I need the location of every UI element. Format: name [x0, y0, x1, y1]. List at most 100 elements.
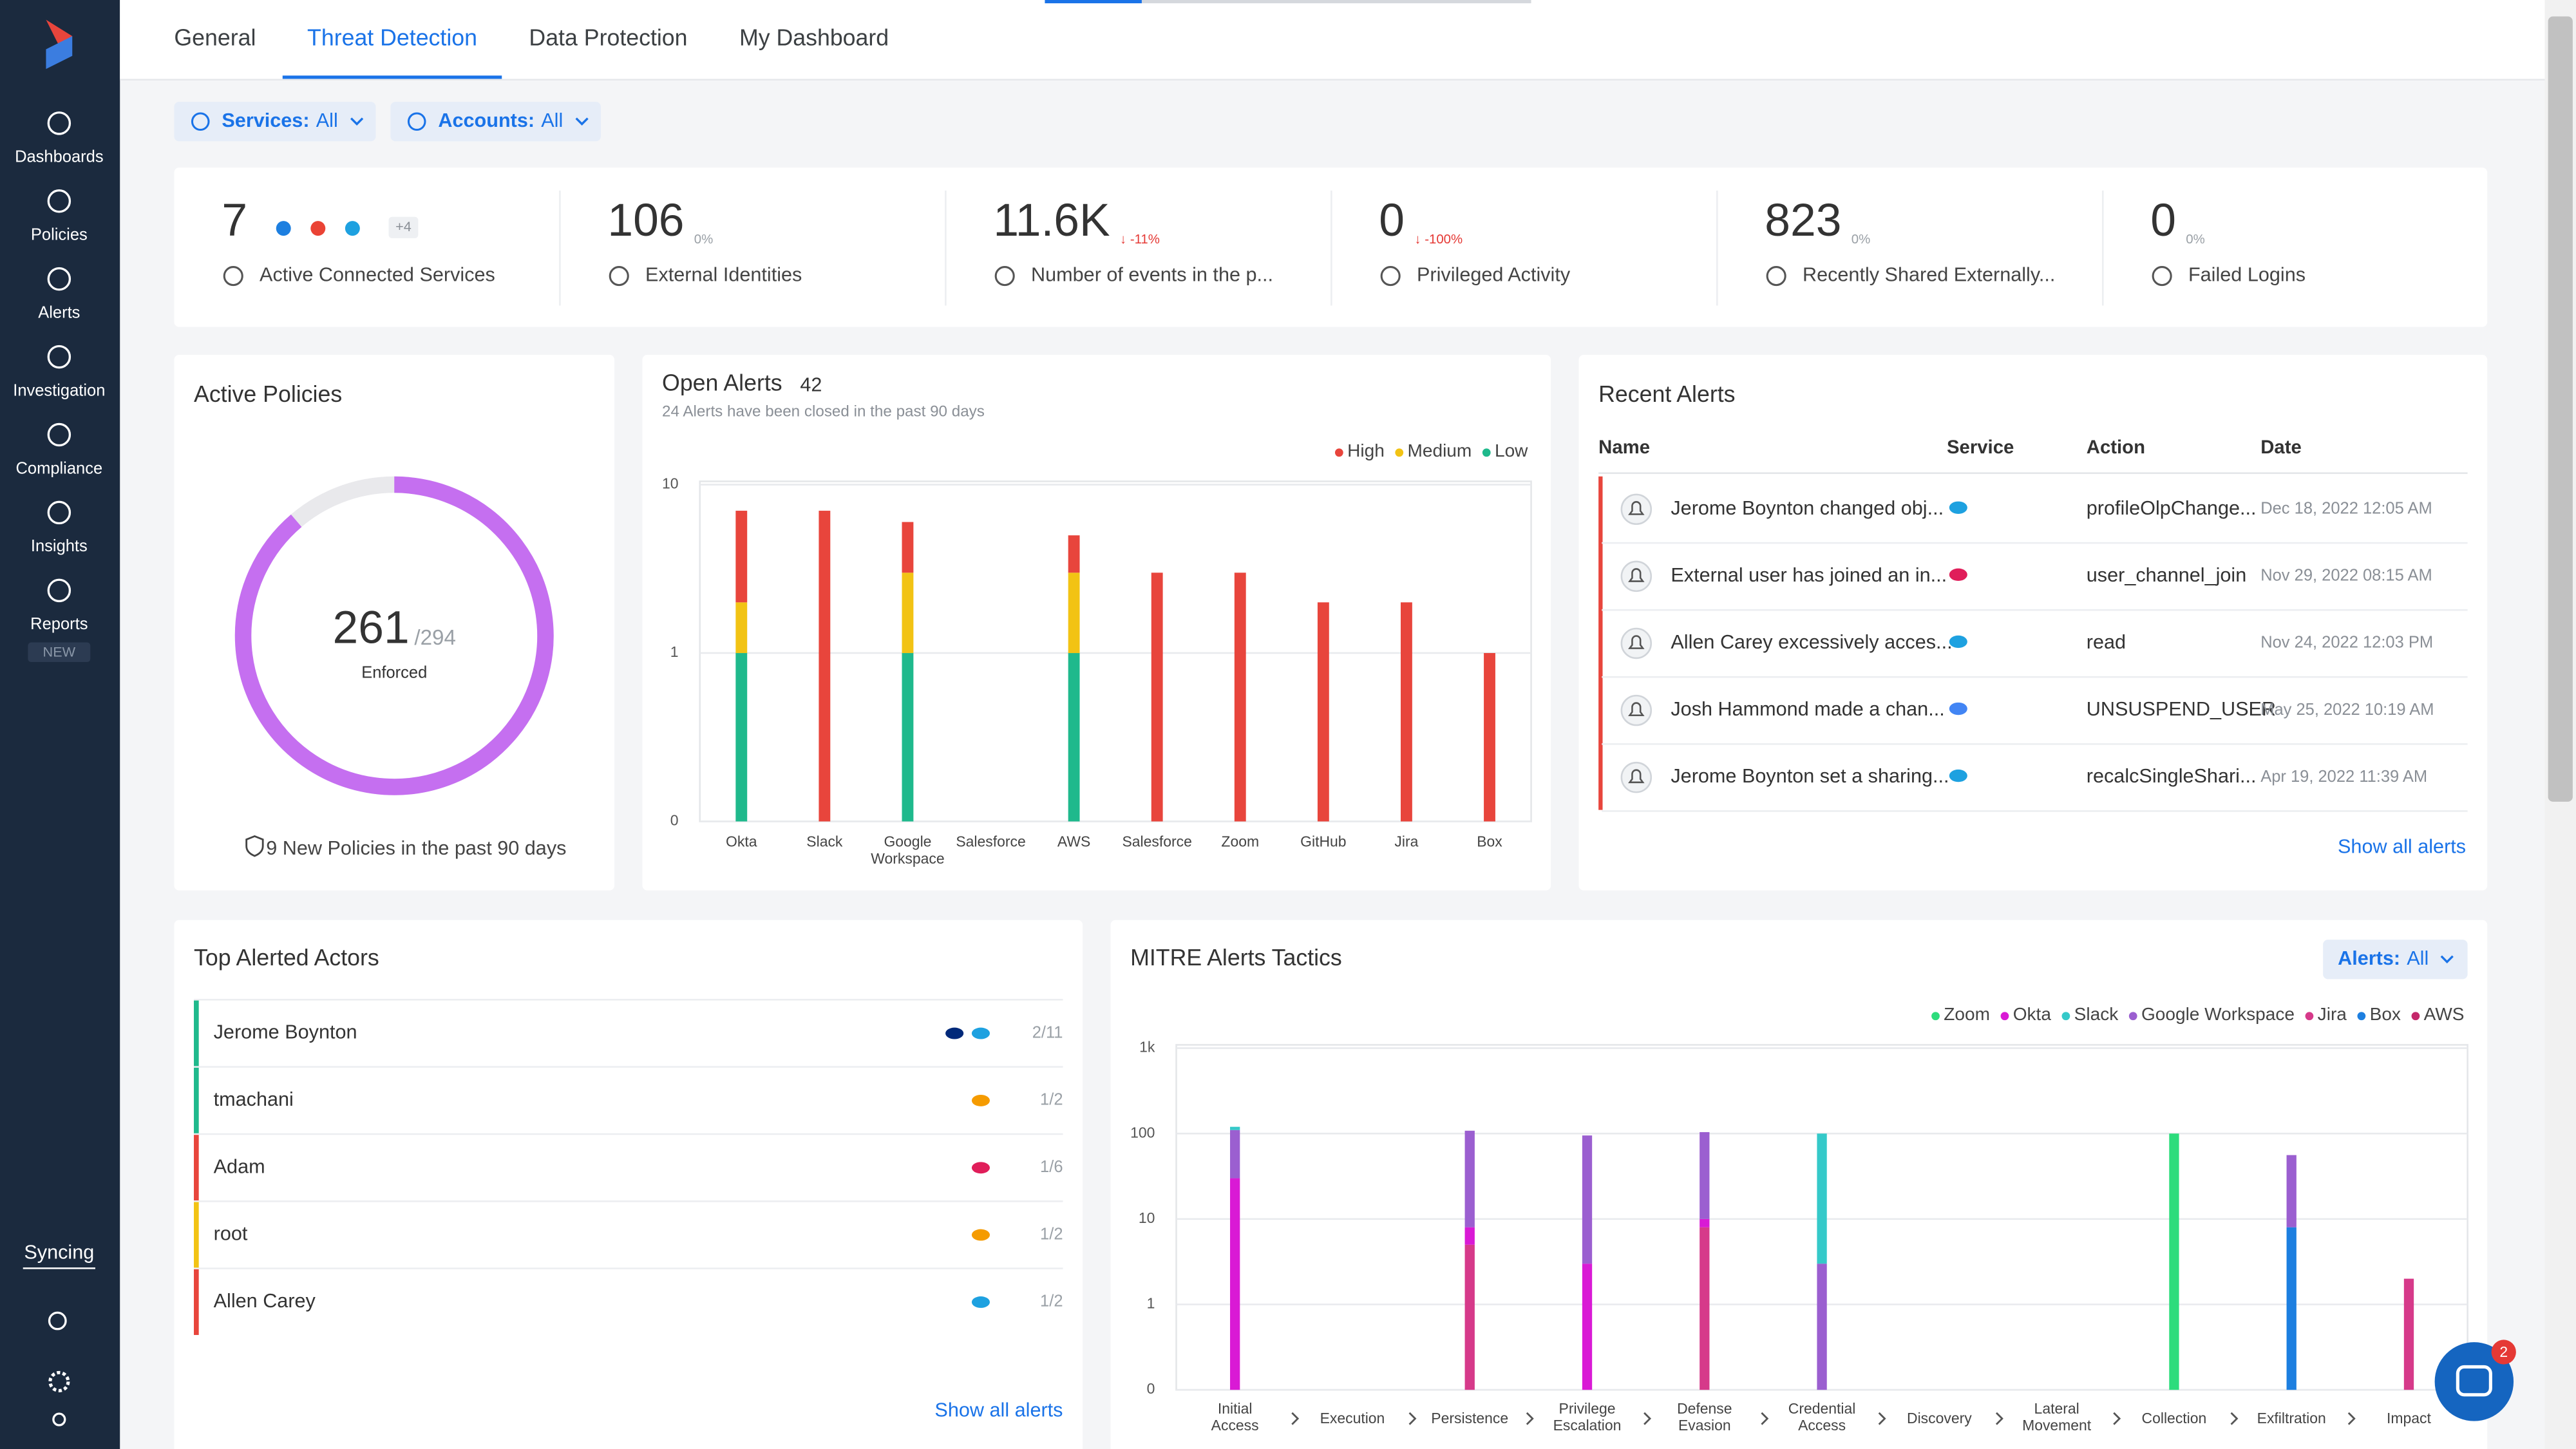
x-tick-label: Exfiltration [2257, 1410, 2326, 1426]
nav-item[interactable]: Dashboards [15, 148, 104, 166]
bar-segment [2404, 1279, 2414, 1390]
stat-change: ↓ -100% [1414, 232, 1463, 247]
filter-label: Alerts: [2338, 947, 2400, 969]
stat-value: 823 [1765, 194, 1841, 246]
service-icon [972, 1028, 990, 1039]
legend-dot [2001, 1012, 2009, 1020]
bar-segment [902, 522, 914, 573]
legend-label: Box [2370, 1004, 2401, 1024]
bar-segment [1582, 1135, 1592, 1264]
y-tick-label: 10 [662, 475, 679, 492]
donut-value: 261 [333, 601, 410, 653]
alert-name: Jerome Boynton set a sharing... [1671, 765, 1949, 787]
y-tick-label: 10 [1139, 1209, 1155, 1226]
bar-segment [1318, 602, 1329, 821]
x-tick-label: AWS [1057, 833, 1090, 850]
alert-count: 42 [800, 374, 822, 396]
legend-dot [1482, 448, 1491, 457]
card-title: MITRE Alerts Tactics [1130, 945, 1342, 971]
bar-segment [2169, 1133, 2179, 1390]
nav-item[interactable]: Investigation [13, 381, 105, 399]
actor-bar [194, 1068, 199, 1133]
alert-name: Josh Hammond made a chan... [1671, 698, 1944, 720]
stat-label: Privileged Activity [1417, 264, 1571, 286]
y-tick-label: 1 [670, 643, 679, 660]
scroll-thumb[interactable] [2548, 17, 2573, 802]
tab[interactable]: Threat Detection [307, 25, 477, 51]
stat-value: 106 [607, 194, 684, 246]
stat-value: 0 [1379, 194, 1405, 246]
stat-value: 7 [222, 194, 247, 246]
bar-segment [819, 511, 830, 821]
y-tick-label: 0 [1147, 1380, 1155, 1397]
stat-change: 0% [694, 232, 713, 247]
actor-count: 2/11 [1032, 1023, 1063, 1041]
link[interactable]: Show all alerts [2338, 835, 2466, 857]
alert-action: read [2087, 631, 2126, 653]
x-tick-label: CredentialAccess [1788, 1400, 1856, 1434]
x-tick-label: Box [1477, 833, 1502, 850]
nav-item[interactable]: Policies [31, 226, 88, 244]
y-tick-label: 100 [1130, 1124, 1155, 1141]
bell-icon [1622, 562, 1651, 591]
sidebar [0, 0, 120, 1449]
service-logo [276, 221, 291, 236]
legend-label: Zoom [1944, 1004, 1990, 1024]
alert-action: UNSUSPEND_USER [2087, 698, 2276, 720]
alert-date: Apr 19, 2022 11:39 AM [2260, 768, 2427, 786]
alert-name: Allen Carey excessively acces... [1671, 631, 1952, 653]
bar-segment [1068, 535, 1080, 573]
donut-caption: Enforced [361, 664, 427, 682]
tab-indicator [283, 75, 502, 79]
tab[interactable]: My Dashboard [739, 25, 889, 51]
nav-item[interactable]: Alerts [38, 303, 80, 321]
x-tick-label: Persistence [1431, 1410, 1508, 1426]
alert-action: profileOlpChange... [2087, 497, 2257, 519]
y-tick-label: 0 [670, 812, 679, 829]
service-icon [972, 1095, 990, 1106]
alert-date: Nov 29, 2022 08:15 AM [2260, 567, 2432, 585]
legend-dot [2062, 1012, 2070, 1020]
card-footer: 9 New Policies in the past 90 days [266, 837, 566, 859]
legend-dot [2412, 1012, 2420, 1020]
actor-name: Adam [214, 1155, 265, 1177]
service-icon [945, 1028, 963, 1039]
card-title: Top Alerted Actors [194, 945, 379, 971]
actor-name: root [214, 1223, 248, 1245]
x-tick-label: Salesforce [956, 833, 1025, 850]
x-tick-label: Execution [1320, 1410, 1385, 1426]
tab[interactable]: General [174, 25, 256, 51]
card [642, 355, 1551, 891]
bar-segment [1401, 602, 1412, 821]
alert-date: Nov 24, 2022 12:03 PM [2260, 634, 2433, 652]
legend-dot [1395, 448, 1403, 457]
bar-segment [1700, 1219, 1709, 1227]
bar-segment [1230, 1127, 1240, 1130]
column-header: Service [1947, 437, 2014, 458]
column-header: Date [2260, 437, 2302, 458]
link[interactable]: Show all alerts [934, 1399, 1063, 1421]
tab-bar [120, 0, 2544, 79]
tab[interactable]: Data Protection [529, 25, 687, 51]
sync-status: Syncing [24, 1242, 94, 1264]
nav-item[interactable]: Compliance [16, 459, 103, 477]
stat-change: 0% [1852, 232, 1870, 247]
legend-dot [1931, 1012, 1940, 1020]
bar-segment [1484, 653, 1495, 821]
filter-label: Services: [222, 109, 309, 131]
nav-item[interactable]: Reports [30, 615, 88, 633]
progress-track [1142, 0, 1531, 3]
alert-date: May 25, 2022 10:19 AM [2260, 701, 2434, 719]
bar-segment [1465, 1131, 1475, 1227]
x-tick-label: Collection [2142, 1410, 2207, 1426]
x-tick-label: InitialAccess [1211, 1400, 1259, 1434]
legend-label: Okta [2013, 1004, 2052, 1024]
nav-item[interactable]: Insights [31, 537, 88, 555]
chat-badge: 2 [2499, 1343, 2508, 1360]
service-icon [1949, 569, 1967, 581]
bar-segment [1235, 573, 1246, 821]
service-icon [972, 1162, 990, 1173]
alert-action: user_channel_join [2087, 564, 2246, 586]
column-header: Action [2087, 437, 2145, 458]
